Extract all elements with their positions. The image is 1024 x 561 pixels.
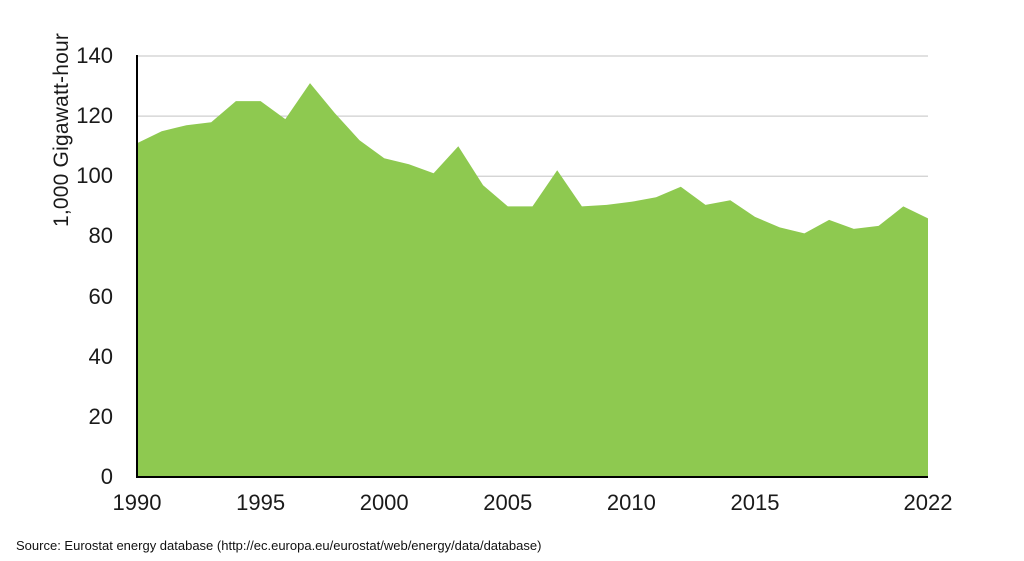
source-caption: Source: Eurostat energy database (http:/…: [16, 538, 542, 553]
y-tick-label: 80: [88, 223, 113, 249]
x-tick-label: 2010: [606, 490, 656, 515]
x-tick-label: 2005: [483, 490, 533, 515]
y-tick-label: 100: [76, 163, 113, 189]
x-tick-label: 1995: [236, 490, 286, 515]
x-tick-label: 2000: [359, 490, 409, 515]
x-tick-label: 1990: [112, 490, 162, 515]
y-tick-label: 60: [88, 283, 113, 309]
area-series: [137, 83, 928, 477]
y-tick-label: 120: [76, 103, 113, 129]
y-tick-label: 0: [100, 464, 113, 489]
y-tick-label: 40: [88, 343, 113, 369]
y-tick-label: 140: [76, 43, 113, 68]
x-tick-label: 2015: [730, 490, 780, 515]
y-tick-label: 20: [88, 403, 113, 429]
x-tick-label: 2022: [903, 490, 953, 515]
